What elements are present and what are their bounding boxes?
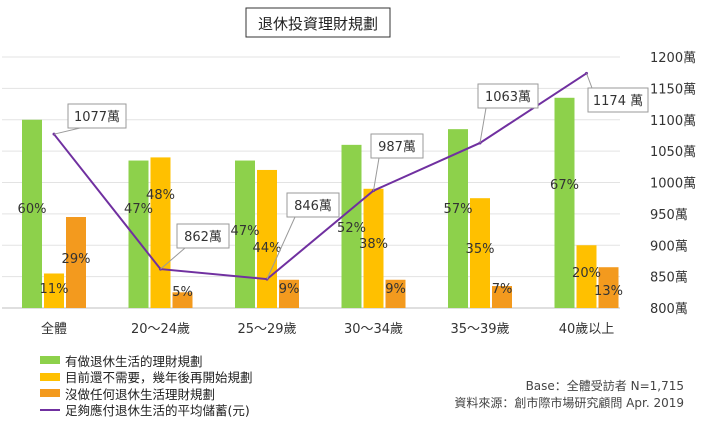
legend-label-savings: 足夠應付退休生活的平均儲蓄(元) <box>65 403 250 419</box>
bar-data-label: 48% <box>146 188 175 203</box>
callout-leader <box>53 127 81 135</box>
bar-data-label: 47% <box>124 202 153 217</box>
callout-box <box>477 83 539 109</box>
bar-data-label: 44% <box>253 241 282 256</box>
bar-data-label: 60% <box>18 202 47 217</box>
y-right-tick-label: 850萬 <box>650 271 688 286</box>
callout-box <box>370 133 424 159</box>
legend-item-planned: 有做退休生活的理財規劃 <box>40 352 253 369</box>
y-right-tick-label: 1100萬 <box>650 114 696 129</box>
bar-data-label: 35% <box>466 242 495 257</box>
bar <box>150 157 171 308</box>
bar <box>554 97 575 308</box>
callout-label: 846萬 <box>294 199 332 214</box>
legend-item-savings: 足夠應付退休生活的平均儲蓄(元) <box>40 402 253 419</box>
bar <box>257 169 277 308</box>
bar-data-label: 52% <box>337 221 366 236</box>
callout-leader <box>586 73 593 89</box>
bar <box>279 279 299 308</box>
x-tick-label: 20～24歲 <box>131 322 190 337</box>
legend-label-later: 目前還不需要，幾年後再開始規劃 <box>65 370 253 386</box>
callout-label: 987萬 <box>378 140 416 155</box>
legend-swatch-planned <box>40 356 60 365</box>
bar-data-label: 7% <box>492 282 513 297</box>
bar-data-label: 9% <box>385 282 406 297</box>
callout-box <box>67 103 127 129</box>
callout-leader <box>373 157 380 191</box>
bar <box>66 217 86 308</box>
callout-leader <box>479 107 487 144</box>
callout-label: 1063萬 <box>485 90 531 105</box>
bar <box>44 273 64 308</box>
x-tick-label: 30～34歲 <box>344 322 403 337</box>
x-tick-label: 35～39歲 <box>450 322 509 337</box>
bar-data-label: 38% <box>359 237 388 252</box>
y-right-tick-label: 800萬 <box>650 302 688 317</box>
y-right-tick-label: 1150萬 <box>650 82 696 97</box>
bar <box>128 160 149 308</box>
bar-data-label: 20% <box>572 266 601 281</box>
bar <box>470 198 490 308</box>
legend-swatch-none <box>40 389 60 398</box>
bar-data-label: 13% <box>594 284 623 299</box>
x-tick-label: 25～29歲 <box>237 322 296 337</box>
chart-title-box <box>245 7 391 38</box>
bar <box>576 245 597 308</box>
bar-data-label: 57% <box>444 202 473 217</box>
bar <box>385 279 406 308</box>
base-text: Base：全體受訪者 N=1,715 <box>525 379 684 393</box>
legend-label-planned: 有做退休生活的理財規劃 <box>65 353 203 369</box>
callout-leader <box>160 247 186 270</box>
legend-item-none: 沒做任何退休生活理財規劃 <box>40 385 253 402</box>
callout-box <box>286 192 340 218</box>
bar <box>235 160 255 308</box>
bar <box>341 144 362 308</box>
y-right-tick-label: 1200萬 <box>650 51 696 66</box>
y-right-tick-label: 1000萬 <box>650 177 696 192</box>
bar <box>492 286 512 308</box>
y-right-tick-label: 1050萬 <box>650 145 696 160</box>
source-text: 資料來源：創市際市場研究顧問 Apr. 2019 <box>454 396 684 410</box>
callout-leader <box>266 216 296 280</box>
y-right-tick-label: 900萬 <box>650 239 688 254</box>
callout-label: 1174 萬 <box>593 94 643 109</box>
x-tick-label: 全體 <box>41 321 67 337</box>
bar-data-label: 47% <box>231 224 260 239</box>
bar-data-label: 5% <box>172 285 193 300</box>
callout-box <box>176 223 230 249</box>
bar <box>598 267 619 308</box>
chart-legend: 有做退休生活的理財規劃 目前還不需要，幾年後再開始規劃 沒做任何退休生活理財規劃… <box>40 352 253 418</box>
savings-line <box>53 72 588 281</box>
callout-box <box>587 87 649 113</box>
y-right-tick-label: 950萬 <box>650 208 688 223</box>
legend-swatch-later <box>40 372 60 381</box>
legend-swatch-savings <box>40 408 60 411</box>
legend-label-none: 沒做任何退休生活理財規劃 <box>65 386 216 402</box>
x-tick-label: 40歲以上 <box>559 322 615 337</box>
legend-item-later: 目前還不需要，幾年後再開始規劃 <box>40 369 253 386</box>
bar <box>22 119 42 308</box>
source-note: Base：全體受訪者 N=1,715 資料來源：創市際市場研究顧問 Apr. 2… <box>454 378 684 412</box>
bar <box>172 292 193 308</box>
bar <box>448 129 468 308</box>
callout-label: 862萬 <box>184 230 222 245</box>
chart-title: 退休投資理財規劃 <box>258 15 378 33</box>
bar-data-label: 67% <box>550 178 579 193</box>
callout-label: 1077萬 <box>74 110 120 125</box>
bar-data-label: 9% <box>279 282 300 297</box>
bar <box>363 188 384 308</box>
bar-data-label: 11% <box>40 282 69 297</box>
bar-data-label: 29% <box>62 252 91 267</box>
